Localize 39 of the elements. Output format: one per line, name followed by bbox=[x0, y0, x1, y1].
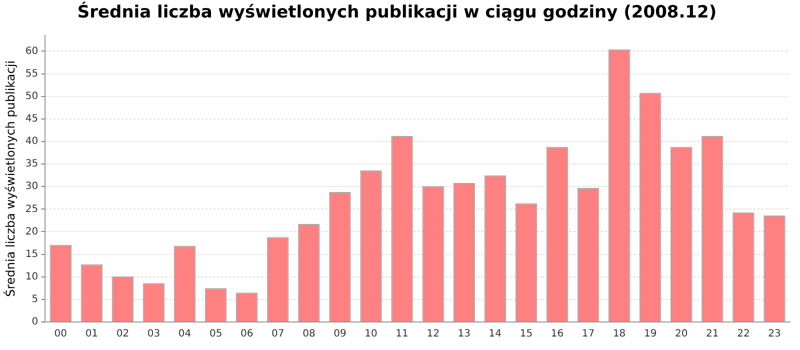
y-tick-label: 10 bbox=[25, 271, 38, 282]
y-tick-label: 60 bbox=[25, 46, 38, 57]
x-tick-label: 04 bbox=[178, 328, 192, 340]
x-tick-label: 08 bbox=[302, 328, 316, 340]
x-tick-label: 07 bbox=[272, 328, 284, 340]
y-tick-label: 30 bbox=[25, 181, 38, 192]
x-tick-label: 17 bbox=[582, 328, 595, 340]
x-tick-label: 03 bbox=[147, 328, 160, 340]
x-tick-label: 20 bbox=[675, 328, 688, 340]
y-tick-label: 35 bbox=[25, 158, 38, 170]
x-tick-label: 09 bbox=[334, 328, 346, 340]
x-tick-label: 10 bbox=[364, 328, 378, 340]
x-tick-label: 15 bbox=[520, 328, 533, 340]
x-tick-label: 19 bbox=[644, 328, 657, 340]
y-tick-label: 40 bbox=[25, 136, 38, 148]
x-tick-label: 14 bbox=[488, 328, 502, 340]
x-tick-label: 21 bbox=[706, 328, 719, 340]
x-tick-label: 18 bbox=[612, 328, 626, 340]
chart-title: Średnia liczba wyświetlonych publikacji w ciągu godziny (2008.12) bbox=[77, 2, 717, 23]
x-tick-label: 22 bbox=[737, 328, 750, 340]
y-tick-label: 55 bbox=[25, 68, 38, 80]
x-tick-label: 01 bbox=[85, 328, 98, 340]
y-tick-label: 25 bbox=[25, 204, 38, 215]
y-tick-label: 5 bbox=[32, 294, 38, 306]
x-tick-label: 00 bbox=[54, 328, 68, 340]
y-tick-label: 15 bbox=[25, 248, 38, 260]
y-tick-label: 20 bbox=[25, 226, 38, 238]
x-tick-label: 02 bbox=[116, 328, 130, 340]
x-tick-label: 12 bbox=[426, 328, 440, 340]
y-tick-label: 45 bbox=[25, 113, 38, 124]
x-tick-label: 13 bbox=[458, 328, 470, 340]
y-tick-label: 50 bbox=[25, 90, 38, 102]
x-tick-label: 05 bbox=[209, 328, 222, 340]
x-tick-label: 11 bbox=[396, 328, 408, 340]
x-tick-label: 06 bbox=[240, 328, 254, 340]
x-tick-label: 23 bbox=[768, 328, 781, 340]
y-tick-label: 0 bbox=[32, 316, 38, 328]
x-tick-label: 16 bbox=[550, 328, 564, 340]
y-axis-title: Średnia liczba wyświetlonych publikacji bbox=[2, 60, 18, 297]
